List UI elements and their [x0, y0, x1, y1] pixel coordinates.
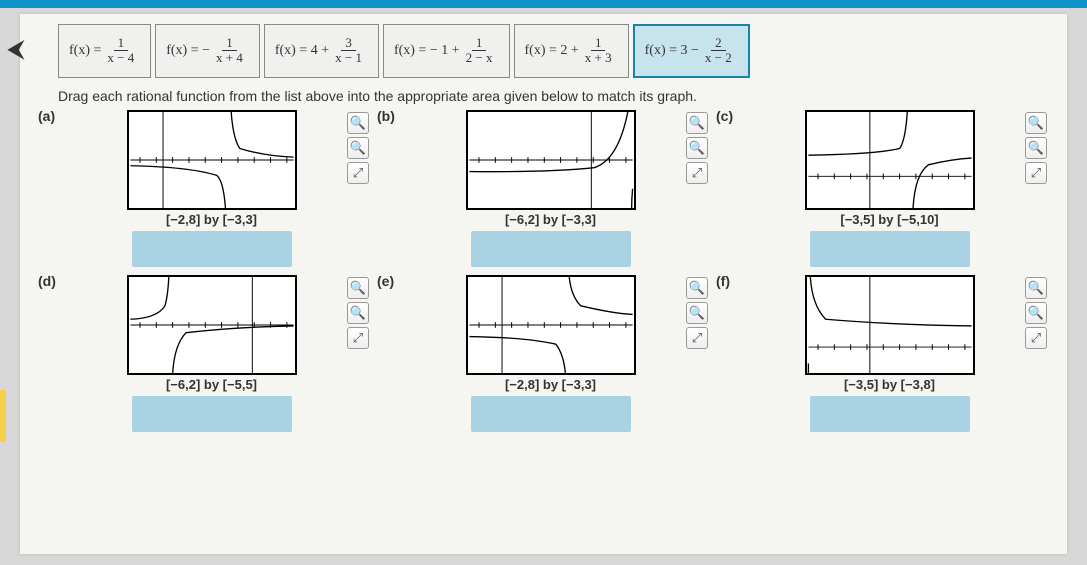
graph-svg [127, 275, 297, 375]
graph-cell-b: (b) [−6,2] by [−3,3] 🔍 🔍 ⤢ [395, 108, 706, 273]
func-fraction: 12 − x [462, 36, 497, 66]
zoom-out-icon[interactable]: 🔍 [1025, 302, 1047, 324]
graph-wrap: [−2,8] by [−3,3] [395, 275, 706, 438]
frac-den: 2 − x [462, 51, 497, 65]
domain-label: [−6,2] by [−5,5] [166, 377, 257, 392]
graph-wrap: [−3,5] by [−5,10] [734, 110, 1045, 273]
domain-label: [−6,2] by [−3,3] [505, 212, 596, 227]
graph-cell-f: (f) [−3,5] by [−3,8] 🔍 🔍 ⤢ [734, 273, 1045, 438]
domain-label: [−2,8] by [−3,3] [166, 212, 257, 227]
zoom-out-icon[interactable]: 🔍 [686, 137, 708, 159]
frac-den: x − 4 [103, 51, 138, 65]
func-fraction: 1x + 4 [212, 36, 247, 66]
graph-cell-d: (d) [−6,2] by [−5,5] 🔍 🔍 ⤢ [56, 273, 367, 438]
func-fraction: 1x + 3 [581, 36, 616, 66]
frac-den: x − 1 [331, 51, 366, 65]
dropzone[interactable] [471, 231, 631, 267]
function-draggable-2[interactable]: f(x) = 4 + 3x − 1 [264, 24, 379, 78]
func-lhs: f(x) = 4 + [275, 43, 329, 59]
zoom-in-icon[interactable]: 🔍 [1025, 112, 1047, 134]
dropzone[interactable] [132, 231, 292, 267]
cell-label: (c) [716, 108, 733, 124]
zoom-in-icon[interactable]: 🔍 [347, 277, 369, 299]
zoom-in-icon[interactable]: 🔍 [347, 112, 369, 134]
graph-wrap: [−3,5] by [−3,8] [734, 275, 1045, 438]
cell-label: (a) [38, 108, 55, 124]
cell-label: (b) [377, 108, 395, 124]
graph-tools: 🔍 🔍 ⤢ [1025, 112, 1047, 184]
graph-svg [466, 110, 636, 210]
graph-tools: 🔍 🔍 ⤢ [686, 277, 708, 349]
function-draggable-0[interactable]: f(x) = 1x − 4 [58, 24, 151, 78]
graph-wrap: [−6,2] by [−3,3] [395, 110, 706, 273]
cell-label: (d) [38, 273, 56, 289]
func-lhs: f(x) = 3 − [645, 43, 699, 59]
graph-tools: 🔍 🔍 ⤢ [347, 112, 369, 184]
zoom-out-icon[interactable]: 🔍 [686, 302, 708, 324]
func-lhs: f(x) = [69, 43, 101, 59]
popout-icon[interactable]: ⤢ [1025, 162, 1047, 184]
zoom-in-icon[interactable]: 🔍 [686, 112, 708, 134]
dropzone[interactable] [471, 396, 631, 432]
frac-den: x + 3 [581, 51, 616, 65]
function-draggable-3[interactable]: f(x) = − 1 + 12 − x [383, 24, 510, 78]
func-fraction: 2x − 2 [701, 36, 736, 66]
func-lhs: f(x) = − 1 + [394, 43, 460, 59]
zoom-out-icon[interactable]: 🔍 [347, 302, 369, 324]
cell-label: (f) [716, 273, 730, 289]
dropzone[interactable] [810, 231, 970, 267]
frac-den: x + 4 [212, 51, 247, 65]
graph-tools: 🔍 🔍 ⤢ [686, 112, 708, 184]
func-fraction: 1x − 4 [103, 36, 138, 66]
popout-icon[interactable]: ⤢ [686, 327, 708, 349]
cell-label: (e) [377, 273, 394, 289]
function-draggable-1[interactable]: f(x) = −1x + 4 [155, 24, 260, 78]
graph-tools: 🔍 🔍 ⤢ [347, 277, 369, 349]
popout-icon[interactable]: ⤢ [347, 162, 369, 184]
frac-num: 1 [222, 36, 237, 51]
graph-svg [805, 110, 975, 210]
popout-icon[interactable]: ⤢ [686, 162, 708, 184]
domain-label: [−2,8] by [−3,3] [505, 377, 596, 392]
frac-num: 3 [341, 36, 356, 51]
zoom-out-icon[interactable]: 🔍 [347, 137, 369, 159]
domain-label: [−3,5] by [−3,8] [844, 377, 935, 392]
dropzone[interactable] [810, 396, 970, 432]
window-topbar [0, 0, 1087, 8]
function-draggable-row: f(x) = 1x − 4f(x) = −1x + 4f(x) = 4 + 3x… [58, 24, 1055, 78]
frac-num: 2 [711, 36, 726, 51]
graph-wrap: [−2,8] by [−3,3] [56, 110, 367, 273]
instruction-text: Drag each rational function from the lis… [58, 88, 1055, 104]
back-icon[interactable]: ⮜ [8, 36, 24, 62]
graph-cell-a: (a) [−2,8] by [−3,3] 🔍 🔍 ⤢ [56, 108, 367, 273]
graph-wrap: [−6,2] by [−5,5] [56, 275, 367, 438]
graph-svg [805, 275, 975, 375]
zoom-out-icon[interactable]: 🔍 [1025, 137, 1047, 159]
graph-tools: 🔍 🔍 ⤢ [1025, 277, 1047, 349]
graph-svg [127, 110, 297, 210]
frac-den: x − 2 [701, 51, 736, 65]
dropzone[interactable] [132, 396, 292, 432]
function-draggable-5[interactable]: f(x) = 3 − 2x − 2 [633, 24, 750, 78]
graph-svg [466, 275, 636, 375]
graph-cell-e: (e) [−2,8] by [−3,3] 🔍 🔍 ⤢ [395, 273, 706, 438]
popout-icon[interactable]: ⤢ [1025, 327, 1047, 349]
zoom-in-icon[interactable]: 🔍 [1025, 277, 1047, 299]
func-fraction: 3x − 1 [331, 36, 366, 66]
graph-grid: (a) [−2,8] by [−3,3] 🔍 🔍 ⤢ (b) [56, 108, 1045, 438]
frac-num: 1 [472, 36, 487, 51]
func-lhs: f(x) = − [166, 43, 210, 59]
page: ⮜ f(x) = 1x − 4f(x) = −1x + 4f(x) = 4 + … [20, 14, 1067, 554]
popout-icon[interactable]: ⤢ [347, 327, 369, 349]
highlight-tab [0, 390, 6, 442]
graph-cell-c: (c) [−3,5] by [−5,10] 🔍 🔍 ⤢ [734, 108, 1045, 273]
frac-num: 1 [591, 36, 606, 51]
frac-num: 1 [114, 36, 129, 51]
zoom-in-icon[interactable]: 🔍 [686, 277, 708, 299]
function-draggable-4[interactable]: f(x) = 2 + 1x + 3 [514, 24, 629, 78]
func-lhs: f(x) = 2 + [525, 43, 579, 59]
domain-label: [−3,5] by [−5,10] [840, 212, 938, 227]
